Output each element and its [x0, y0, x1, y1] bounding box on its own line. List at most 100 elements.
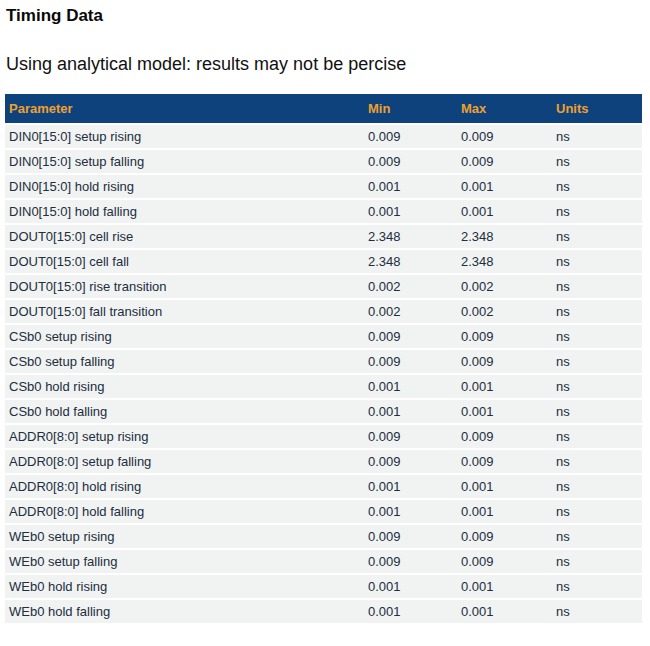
cell-max: 0.001 [461, 375, 556, 398]
cell-min: 0.002 [368, 300, 461, 323]
cell-units: ns [556, 250, 642, 273]
cell-units: ns [556, 575, 642, 598]
cell-min: 0.001 [368, 500, 461, 523]
cell-min: 0.001 [368, 475, 461, 498]
cell-min: 0.001 [368, 175, 461, 198]
cell-parameter: DIN0[15:0] setup rising [5, 125, 368, 148]
cell-units: ns [556, 275, 642, 298]
cell-units: ns [556, 225, 642, 248]
cell-parameter: DIN0[15:0] hold rising [5, 175, 368, 198]
cell-max: 0.002 [461, 300, 556, 323]
table-row: DOUT0[15:0] cell rise 2.348 2.348 ns [5, 225, 642, 248]
cell-units: ns [556, 300, 642, 323]
cell-min: 0.001 [368, 400, 461, 423]
cell-parameter: DOUT0[15:0] cell fall [5, 250, 368, 273]
cell-units: ns [556, 475, 642, 498]
cell-units: ns [556, 350, 642, 373]
cell-max: 0.009 [461, 350, 556, 373]
cell-units: ns [556, 450, 642, 473]
table-row: DOUT0[15:0] rise transition 0.002 0.002 … [5, 275, 642, 298]
column-header-parameter: Parameter [5, 94, 368, 123]
cell-min: 0.009 [368, 325, 461, 348]
cell-min: 0.009 [368, 550, 461, 573]
timing-table-header: Parameter Min Max Units [5, 94, 642, 123]
table-row: WEb0 setup falling 0.009 0.009 ns [5, 550, 642, 573]
cell-units: ns [556, 500, 642, 523]
cell-max: 0.009 [461, 450, 556, 473]
table-row: CSb0 setup falling 0.009 0.009 ns [5, 350, 642, 373]
table-row: WEb0 hold rising 0.001 0.001 ns [5, 575, 642, 598]
cell-units: ns [556, 200, 642, 223]
cell-units: ns [556, 550, 642, 573]
cell-parameter: WEb0 setup falling [5, 550, 368, 573]
cell-min: 0.001 [368, 600, 461, 623]
cell-parameter: DOUT0[15:0] rise transition [5, 275, 368, 298]
table-row: ADDR0[8:0] setup rising 0.009 0.009 ns [5, 425, 642, 448]
cell-parameter: DOUT0[15:0] cell rise [5, 225, 368, 248]
column-header-max: Max [461, 94, 556, 123]
table-row: CSb0 setup rising 0.009 0.009 ns [5, 325, 642, 348]
table-row: DIN0[15:0] hold falling 0.001 0.001 ns [5, 200, 642, 223]
cell-max: 2.348 [461, 225, 556, 248]
table-row: CSb0 hold falling 0.001 0.001 ns [5, 400, 642, 423]
column-header-min: Min [368, 94, 461, 123]
table-row: ADDR0[8:0] setup falling 0.009 0.009 ns [5, 450, 642, 473]
cell-min: 0.001 [368, 200, 461, 223]
cell-min: 2.348 [368, 225, 461, 248]
cell-max: 0.001 [461, 175, 556, 198]
cell-min: 0.001 [368, 575, 461, 598]
column-header-units: Units [556, 94, 642, 123]
cell-max: 0.009 [461, 525, 556, 548]
cell-max: 0.009 [461, 150, 556, 173]
cell-units: ns [556, 125, 642, 148]
cell-max: 0.009 [461, 325, 556, 348]
cell-min: 0.009 [368, 125, 461, 148]
cell-max: 0.002 [461, 275, 556, 298]
cell-parameter: DOUT0[15:0] fall transition [5, 300, 368, 323]
cell-max: 0.001 [461, 500, 556, 523]
cell-min: 0.001 [368, 375, 461, 398]
cell-max: 2.348 [461, 250, 556, 273]
cell-units: ns [556, 325, 642, 348]
cell-min: 0.009 [368, 450, 461, 473]
cell-max: 0.009 [461, 550, 556, 573]
cell-parameter: WEb0 hold rising [5, 575, 368, 598]
table-row: WEb0 hold falling 0.001 0.001 ns [5, 600, 642, 623]
timing-table-body: DIN0[15:0] setup rising 0.009 0.009 ns D… [5, 125, 642, 623]
cell-parameter: DIN0[15:0] hold falling [5, 200, 368, 223]
table-row: DIN0[15:0] setup rising 0.009 0.009 ns [5, 125, 642, 148]
cell-min: 0.009 [368, 425, 461, 448]
table-row: DIN0[15:0] setup falling 0.009 0.009 ns [5, 150, 642, 173]
cell-min: 0.002 [368, 275, 461, 298]
cell-max: 0.001 [461, 600, 556, 623]
cell-max: 0.009 [461, 125, 556, 148]
cell-parameter: CSb0 hold rising [5, 375, 368, 398]
cell-max: 0.001 [461, 200, 556, 223]
table-row: WEb0 setup rising 0.009 0.009 ns [5, 525, 642, 548]
table-row: DOUT0[15:0] cell fall 2.348 2.348 ns [5, 250, 642, 273]
cell-parameter: ADDR0[8:0] hold falling [5, 500, 368, 523]
table-row: ADDR0[8:0] hold rising 0.001 0.001 ns [5, 475, 642, 498]
cell-parameter: WEb0 hold falling [5, 600, 368, 623]
cell-units: ns [556, 425, 642, 448]
timing-table: Parameter Min Max Units DIN0[15:0] setup… [5, 92, 642, 625]
table-row: ADDR0[8:0] hold falling 0.001 0.001 ns [5, 500, 642, 523]
cell-units: ns [556, 175, 642, 198]
cell-units: ns [556, 150, 642, 173]
cell-max: 0.001 [461, 575, 556, 598]
cell-min: 2.348 [368, 250, 461, 273]
table-row: CSb0 hold rising 0.001 0.001 ns [5, 375, 642, 398]
cell-min: 0.009 [368, 350, 461, 373]
cell-min: 0.009 [368, 150, 461, 173]
cell-max: 0.009 [461, 425, 556, 448]
cell-units: ns [556, 375, 642, 398]
cell-parameter: CSb0 setup rising [5, 325, 368, 348]
cell-units: ns [556, 600, 642, 623]
table-row: DOUT0[15:0] fall transition 0.002 0.002 … [5, 300, 642, 323]
page-title: Timing Data [6, 6, 650, 26]
page-subtitle: Using analytical model: results may not … [6, 53, 650, 75]
cell-units: ns [556, 400, 642, 423]
cell-parameter: CSb0 setup falling [5, 350, 368, 373]
cell-parameter: DIN0[15:0] setup falling [5, 150, 368, 173]
cell-parameter: CSb0 hold falling [5, 400, 368, 423]
